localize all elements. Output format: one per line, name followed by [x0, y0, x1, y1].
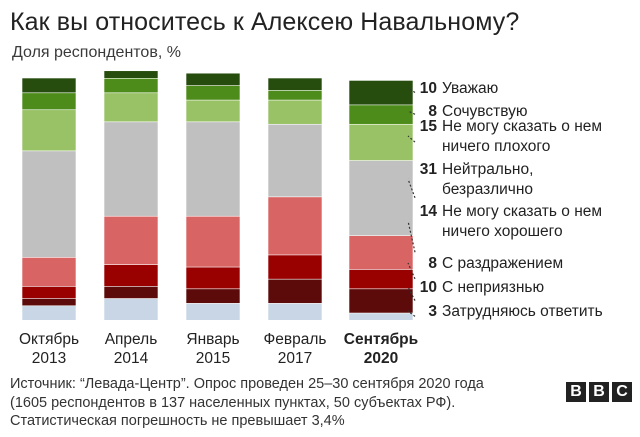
bar-segment [21, 305, 77, 321]
bar-segment [103, 92, 159, 123]
legend-label: Сочувствую [442, 103, 527, 120]
bar-segment [267, 89, 323, 101]
bar-segment [267, 99, 323, 125]
bar-segment [348, 159, 414, 236]
bar-segment [103, 70, 159, 79]
legend-connector [407, 262, 416, 280]
bar-segment [21, 297, 77, 307]
legend-connector [407, 286, 416, 301]
bar-segment [267, 302, 323, 321]
bar-segment [21, 285, 77, 299]
legend-connector [407, 178, 416, 199]
legend-label: Не могу сказать о нем [442, 203, 602, 220]
x-tick-label: Октябрь [19, 331, 79, 348]
legend-connector [407, 220, 416, 253]
bar-segment [267, 278, 323, 304]
bar-segment [267, 254, 323, 280]
x-tick-label: Сентябрь [344, 331, 418, 348]
source-line-3: Статистическая погрешность не превышает … [10, 413, 345, 429]
legend-connector [407, 135, 416, 143]
bar-segment [348, 288, 414, 314]
bar-segment [185, 84, 241, 101]
source-note: Источник: “Левада-Центр”. Опрос проведен… [10, 375, 484, 431]
bar-segment [103, 264, 159, 287]
x-tick-label: 2017 [278, 350, 312, 367]
data-label: 3 [428, 303, 437, 320]
bar-segment [185, 302, 241, 321]
bar-segment [185, 266, 241, 290]
legend-connector [407, 110, 416, 115]
x-tick-label: Апрель [105, 331, 158, 348]
data-label: 10 [420, 80, 437, 97]
bbc-logo: B B C [566, 382, 632, 402]
bar-segment [103, 215, 159, 265]
legend-label: С раздражением [442, 255, 563, 272]
x-tick-label: Январь [186, 331, 239, 348]
bbc-logo-letter: B [589, 382, 609, 402]
legend-label: ничего плохого [442, 138, 550, 155]
x-tick-label: 2015 [196, 350, 230, 367]
bar-segment [21, 92, 77, 111]
bar-segment [348, 312, 414, 321]
source-line-2: (1605 респондентов в 137 населенных пунк… [10, 394, 456, 411]
bar-segment [348, 80, 414, 106]
bar-segment [21, 256, 77, 287]
bar-segment [348, 235, 414, 270]
legend-label: Затрудняюсь ответить [442, 303, 603, 320]
legend-connector [407, 87, 416, 94]
bbc-logo-letter: C [612, 382, 632, 402]
data-label: 8 [428, 255, 437, 272]
bar-segment [348, 123, 414, 161]
data-label: 8 [428, 103, 437, 120]
bar-segment [103, 121, 159, 217]
legend-label: Не могу сказать о нем [442, 118, 602, 135]
legend-label: ничего хорошего [442, 223, 563, 240]
bar-segment [267, 123, 323, 198]
data-label: 31 [420, 161, 438, 178]
bar-segment [21, 109, 77, 152]
data-label: 14 [420, 203, 438, 220]
bar-segment [103, 77, 159, 94]
legend-connector [407, 310, 416, 317]
bar-segment [21, 150, 77, 258]
x-tick-label: 2014 [114, 350, 149, 367]
x-tick-label: Февраль [264, 331, 327, 348]
data-label: 10 [420, 279, 437, 296]
bar-segment [267, 77, 323, 91]
legend-label: Уважаю [442, 80, 498, 97]
legend-label: Нейтрально, [442, 161, 533, 178]
bar-segment [185, 288, 241, 304]
stacked-bar-chart: Октябрь 2013 Апрель 2014 Январь 2015 Февраль 20… [19, 70, 603, 367]
bar-segment [185, 72, 241, 86]
x-tick-label: 2020 [364, 350, 398, 367]
chart-subtitle: Доля респондентов, % [12, 44, 181, 61]
legend-label: безразлично [442, 181, 533, 198]
bar-segment [185, 215, 241, 268]
bar-segment [348, 104, 414, 125]
bar-segment [103, 297, 159, 321]
bar-segment [103, 285, 159, 299]
bar-segment [21, 77, 77, 94]
bar-segment [185, 121, 241, 217]
bar-segment [267, 196, 323, 256]
data-label: 15 [420, 118, 438, 135]
bbc-logo-letter: B [566, 382, 586, 402]
source-line-1: Источник: “Левада-Центр”. Опрос проведен… [10, 376, 484, 392]
chart-title: Как вы относитесь к Алексею Навальному? [10, 8, 520, 36]
legend-label: С неприязнью [442, 279, 544, 296]
bar-segment [185, 99, 241, 123]
bar-segment [348, 268, 414, 290]
x-tick-label: 2013 [32, 350, 66, 367]
